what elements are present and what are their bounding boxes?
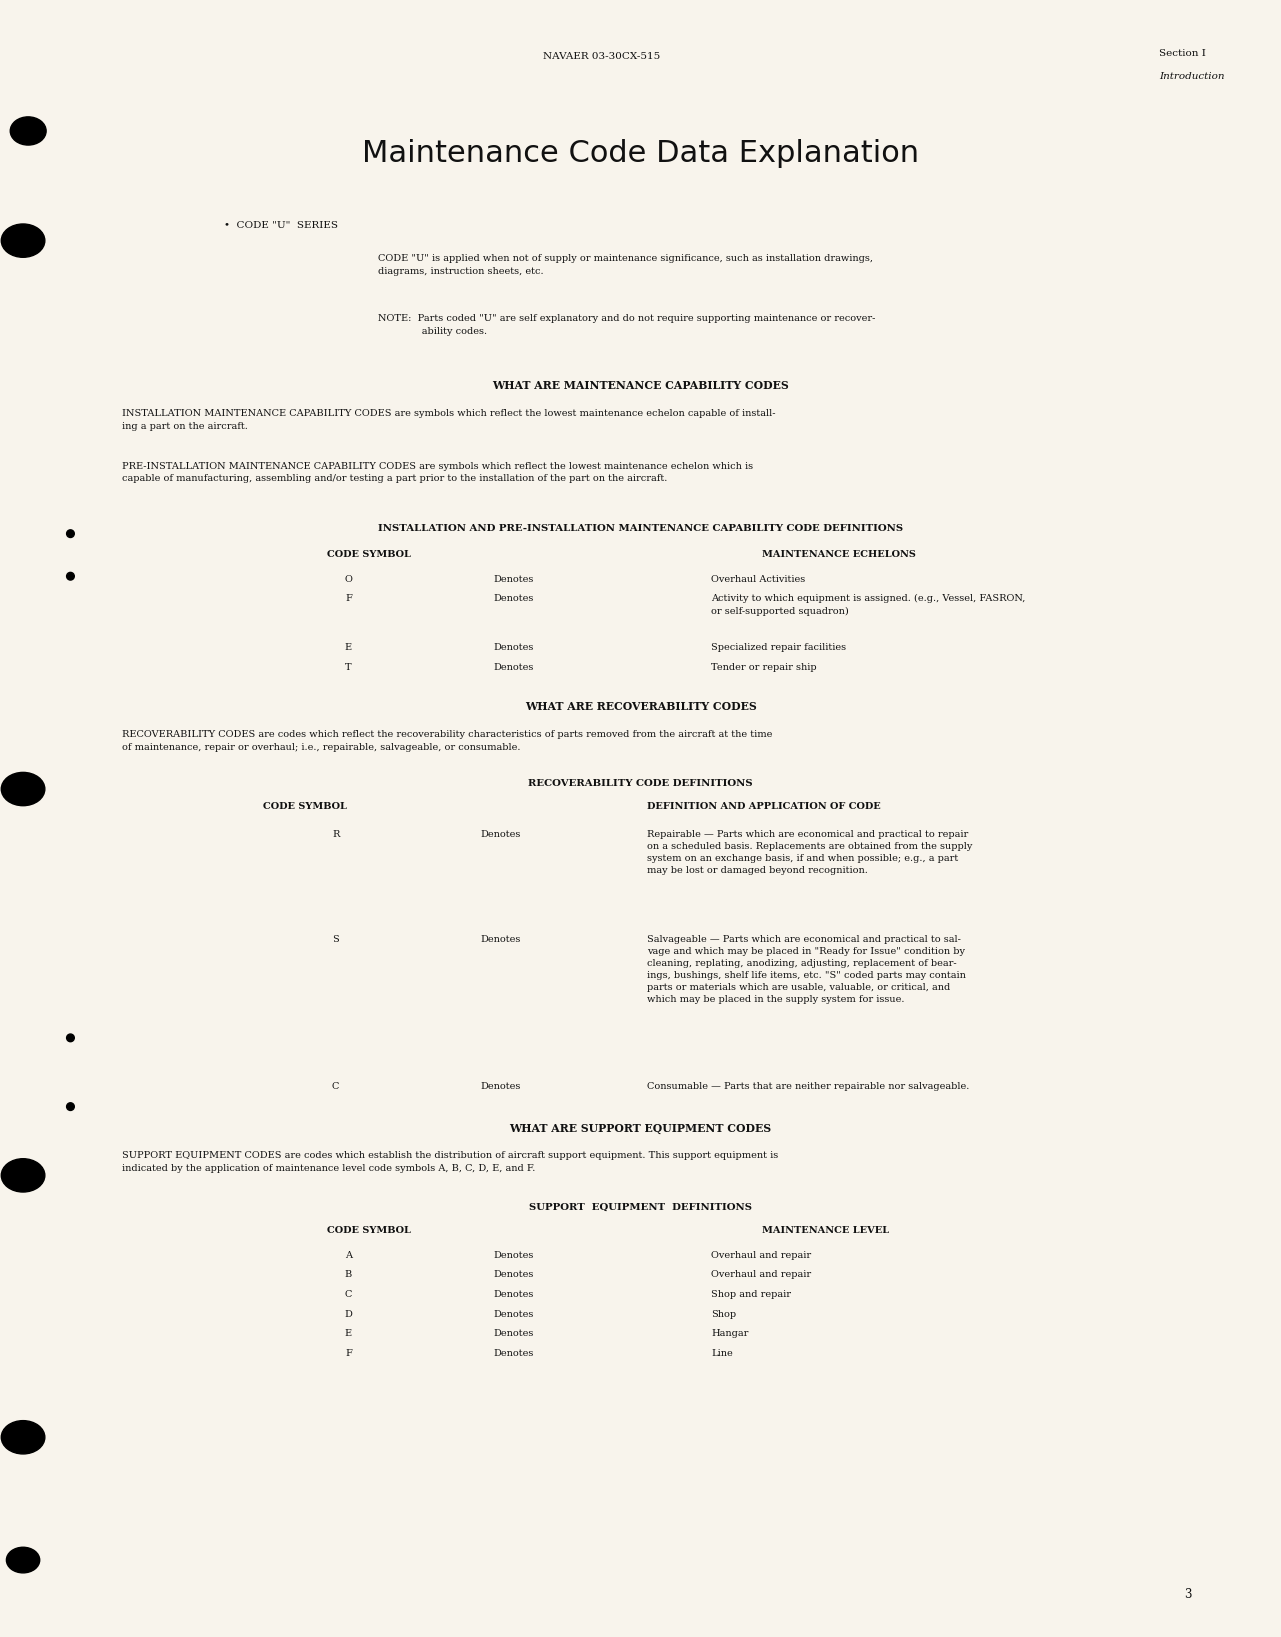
Text: Denotes: Denotes [493,1310,534,1318]
Text: CODE SYMBOL: CODE SYMBOL [263,802,346,810]
Ellipse shape [67,573,74,579]
Text: Overhaul and repair: Overhaul and repair [711,1270,811,1278]
Text: Denotes: Denotes [480,830,521,838]
Ellipse shape [6,1547,40,1573]
Text: NAVAER 03-30CX-515: NAVAER 03-30CX-515 [543,52,661,61]
Text: Consumable — Parts that are neither repairable nor salvageable.: Consumable — Parts that are neither repa… [647,1082,970,1090]
Text: NOTE:  Parts coded "U" are self explanatory and do not require supporting mainte: NOTE: Parts coded "U" are self explanato… [378,314,875,336]
Text: Overhaul Activities: Overhaul Activities [711,575,806,583]
Text: R: R [332,830,339,838]
Text: INSTALLATION AND PRE-INSTALLATION MAINTENANCE CAPABILITY CODE DEFINITIONS: INSTALLATION AND PRE-INSTALLATION MAINTE… [378,524,903,532]
Text: Shop and repair: Shop and repair [711,1290,790,1298]
Text: Denotes: Denotes [493,1329,534,1337]
Text: A: A [345,1251,352,1259]
Text: Line: Line [711,1349,733,1357]
Text: E: E [345,1329,352,1337]
Text: Tender or repair ship: Tender or repair ship [711,663,816,671]
Text: Specialized repair facilities: Specialized repair facilities [711,643,845,652]
Text: Denotes: Denotes [493,594,534,602]
Text: C: C [332,1082,339,1090]
Text: •  CODE "U"  SERIES: • CODE "U" SERIES [224,221,338,229]
Text: RECOVERABILITY CODES are codes which reflect the recoverability characteristics : RECOVERABILITY CODES are codes which ref… [122,730,772,751]
Ellipse shape [67,530,74,537]
Text: Maintenance Code Data Explanation: Maintenance Code Data Explanation [363,139,918,169]
Text: Hangar: Hangar [711,1329,748,1337]
Text: Denotes: Denotes [493,1270,534,1278]
Text: MAINTENANCE LEVEL: MAINTENANCE LEVEL [762,1226,889,1234]
Ellipse shape [1,1159,45,1192]
Text: WHAT ARE RECOVERABILITY CODES: WHAT ARE RECOVERABILITY CODES [525,701,756,712]
Text: S: S [332,935,339,943]
Ellipse shape [1,224,45,257]
Text: F: F [345,1349,352,1357]
Text: C: C [345,1290,352,1298]
Text: Activity to which equipment is assigned. (e.g., Vessel, FASRON,
or self-supporte: Activity to which equipment is assigned.… [711,594,1025,616]
Text: Introduction: Introduction [1159,72,1225,80]
Text: PRE-INSTALLATION MAINTENANCE CAPABILITY CODES are symbols which reflect the lowe: PRE-INSTALLATION MAINTENANCE CAPABILITY … [122,462,753,483]
Text: WHAT ARE MAINTENANCE CAPABILITY CODES: WHAT ARE MAINTENANCE CAPABILITY CODES [492,380,789,391]
Text: Overhaul and repair: Overhaul and repair [711,1251,811,1259]
Text: Salvageable — Parts which are economical and practical to sal-
vage and which ma: Salvageable — Parts which are economical… [647,935,966,1005]
Text: INSTALLATION MAINTENANCE CAPABILITY CODES are symbols which reflect the lowest m: INSTALLATION MAINTENANCE CAPABILITY CODE… [122,409,775,431]
Text: B: B [345,1270,352,1278]
Text: Denotes: Denotes [493,663,534,671]
Text: Section I: Section I [1159,49,1207,57]
Text: T: T [345,663,352,671]
Text: WHAT ARE SUPPORT EQUIPMENT CODES: WHAT ARE SUPPORT EQUIPMENT CODES [510,1123,771,1134]
Text: Denotes: Denotes [493,643,534,652]
Text: D: D [345,1310,352,1318]
Text: O: O [345,575,352,583]
Text: Repairable — Parts which are economical and practical to repair
on a scheduled b: Repairable — Parts which are economical … [647,830,972,876]
Text: Denotes: Denotes [493,1251,534,1259]
Text: SUPPORT  EQUIPMENT  DEFINITIONS: SUPPORT EQUIPMENT DEFINITIONS [529,1203,752,1211]
Ellipse shape [67,1103,74,1110]
Text: CODE "U" is applied when not of supply or maintenance significance, such as inst: CODE "U" is applied when not of supply o… [378,254,872,275]
Text: SUPPORT EQUIPMENT CODES are codes which establish the distribution of aircraft s: SUPPORT EQUIPMENT CODES are codes which … [122,1151,778,1172]
Ellipse shape [1,1421,45,1454]
Ellipse shape [67,1035,74,1041]
Text: Denotes: Denotes [493,1290,534,1298]
Text: Denotes: Denotes [480,935,521,943]
Ellipse shape [1,773,45,805]
Text: Denotes: Denotes [493,1349,534,1357]
Text: Denotes: Denotes [480,1082,521,1090]
Text: F: F [345,594,352,602]
Text: Shop: Shop [711,1310,737,1318]
Text: 3: 3 [1184,1588,1191,1601]
Text: MAINTENANCE ECHELONS: MAINTENANCE ECHELONS [762,550,916,558]
Ellipse shape [10,116,46,146]
Text: DEFINITION AND APPLICATION OF CODE: DEFINITION AND APPLICATION OF CODE [647,802,880,810]
Text: E: E [345,643,352,652]
Text: Denotes: Denotes [493,575,534,583]
Text: CODE SYMBOL: CODE SYMBOL [327,550,410,558]
Text: CODE SYMBOL: CODE SYMBOL [327,1226,410,1234]
Text: RECOVERABILITY CODE DEFINITIONS: RECOVERABILITY CODE DEFINITIONS [528,779,753,787]
